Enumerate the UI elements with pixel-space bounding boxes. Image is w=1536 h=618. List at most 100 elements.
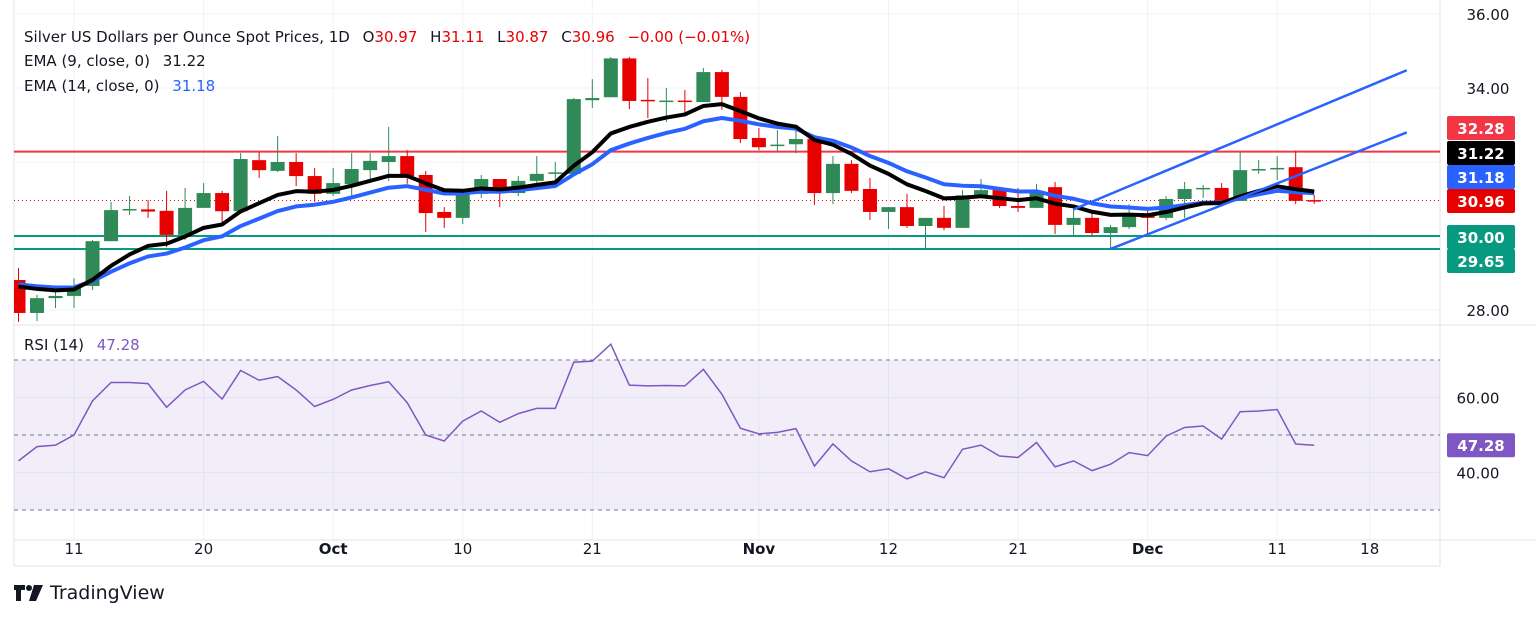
tradingview-logo-text: TradingView (50, 582, 165, 604)
candle-body (603, 58, 618, 98)
candle-body (289, 162, 304, 177)
ema14-label: EMA (14, close, 0) (24, 77, 160, 95)
candle (844, 160, 859, 194)
candle-body (918, 217, 933, 227)
candle (751, 127, 766, 151)
price-tick-label: 28.00 (1467, 302, 1510, 320)
low-label: L (497, 28, 506, 46)
time-tick-label: 18 (1360, 540, 1379, 558)
candle-body (141, 209, 156, 212)
candle-body (344, 169, 359, 185)
candle-body (30, 298, 45, 313)
candle (770, 130, 785, 153)
candle-body (696, 72, 711, 103)
candle (1196, 184, 1211, 198)
ema9-price-label: 31.22 (1457, 145, 1504, 163)
candle-body (585, 97, 600, 101)
candle (1177, 181, 1192, 218)
candle (141, 200, 156, 218)
rsi-tick-label: 40.00 (1457, 465, 1500, 483)
time-tick-label: 20 (194, 540, 213, 558)
candle (233, 153, 248, 212)
rsi-value-label: 47.28 (1457, 437, 1504, 455)
candle (455, 193, 470, 225)
candle (270, 136, 285, 172)
candle (622, 56, 637, 110)
candle (178, 187, 193, 241)
candle (1066, 207, 1081, 236)
candle (585, 79, 600, 108)
candle (474, 174, 489, 198)
candle-body (881, 207, 896, 212)
ema9-value: 31.22 (162, 52, 206, 70)
candle (677, 89, 692, 117)
candle-body (844, 163, 859, 191)
candle-body (455, 193, 470, 218)
candle (696, 68, 711, 103)
candle (1029, 183, 1044, 208)
candle (252, 152, 267, 178)
candle-body (1122, 213, 1137, 228)
candle (400, 150, 415, 184)
candle (1233, 152, 1248, 201)
time-tick-label: 12 (879, 540, 898, 558)
resistance-price-label: 32.28 (1457, 120, 1504, 138)
ema14-legend[interactable]: EMA (14, close, 0) 31.18 (24, 77, 215, 95)
symbol-title: Silver US Dollars per Ounce Spot Prices,… (24, 28, 350, 46)
candle-body (548, 172, 563, 174)
change-value: −0.00 (−0.01%) (627, 28, 751, 46)
trendline (1073, 69, 1408, 211)
candle-body (215, 193, 230, 212)
price-pane (14, 56, 1440, 322)
low-value: 30.87 (505, 28, 549, 46)
ema9-label: EMA (9, close, 0) (24, 52, 150, 70)
candle-body (437, 211, 452, 218)
candle-body (659, 100, 674, 103)
open-value: 30.97 (374, 28, 418, 46)
close-label: C (561, 28, 572, 46)
candle-body (807, 139, 822, 194)
tradingview-logo[interactable]: TradingView (14, 582, 165, 604)
ema14-price-label-bg (1447, 165, 1515, 189)
time-tick-label: 11 (64, 540, 83, 558)
rsi-legend[interactable]: RSI (14) 47.28 (24, 336, 140, 354)
ema9-legend[interactable]: EMA (9, close, 0) 31.22 (24, 52, 206, 70)
candle-body (14, 280, 26, 313)
candle-body (1214, 187, 1229, 201)
time-tick-label: 21 (583, 540, 602, 558)
candle (48, 290, 63, 309)
candle-body (529, 173, 544, 181)
rsi-line (18, 343, 1315, 480)
candle (937, 206, 951, 231)
candle (122, 196, 137, 215)
candle (307, 167, 322, 202)
candle (1085, 210, 1100, 236)
support-30-price-label-bg (1447, 225, 1515, 249)
candle-body (1307, 200, 1322, 202)
candle (159, 190, 174, 248)
candle (733, 92, 748, 144)
support-30-price-label: 30.00 (1457, 229, 1504, 247)
time-tick-label: Oct (319, 540, 348, 558)
candle-body (974, 190, 989, 197)
candle (862, 177, 877, 221)
candle-body (733, 96, 748, 140)
candle-body (1066, 217, 1081, 225)
candle-body (622, 58, 637, 101)
rsi-tick-label: 60.00 (1457, 390, 1500, 408)
ema14-price-label: 31.18 (1457, 169, 1504, 187)
candle-body (178, 207, 193, 235)
candle-body (159, 210, 174, 235)
time-tick-label: 21 (1008, 540, 1027, 558)
symbol-legend: Silver US Dollars per Ounce Spot Prices,… (24, 28, 750, 46)
high-label: H (430, 28, 442, 46)
time-tick-label: 10 (453, 540, 472, 558)
candle (196, 183, 211, 208)
candle-body (862, 189, 877, 212)
candle-body (1251, 169, 1266, 171)
candle-body (1103, 227, 1118, 234)
candle-body (1085, 217, 1100, 234)
candle (603, 56, 618, 98)
candle-body (1011, 206, 1026, 208)
